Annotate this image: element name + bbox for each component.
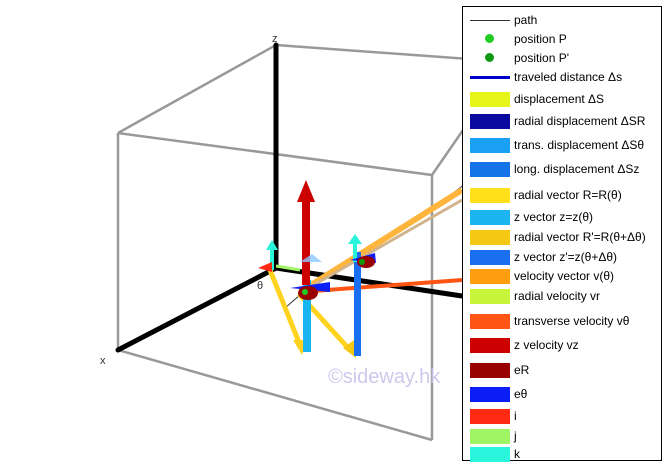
legend-label: path [514, 13, 538, 27]
legend: path position P position P' traveled distan… [462, 6, 662, 462]
legend-label: z vector z'=z(θ+Δθ) [514, 250, 618, 264]
legend-swatch [470, 188, 510, 203]
legend-label: radial vector R'=R(θ+Δθ) [514, 230, 646, 244]
legend-item: position P [463, 32, 661, 52]
legend-label: position P' [514, 51, 569, 65]
legend-swatch [470, 409, 510, 424]
legend-swatch [470, 269, 510, 284]
legend-label: transverse velocity vθ [514, 314, 630, 328]
legend-swatch [485, 53, 494, 62]
legend-swatch [470, 138, 510, 153]
legend-swatch [485, 34, 494, 43]
axis-label-x: x [100, 355, 106, 367]
legend-label: z velocity vz [514, 338, 579, 352]
legend-label: eθ [514, 387, 528, 401]
velocity-vector [298, 187, 464, 295]
watermark-text: ©sideway.hk [328, 366, 441, 388]
legend-swatch [470, 162, 510, 177]
unit-vector-k [266, 234, 362, 270]
legend-swatch [470, 447, 510, 462]
unit-vector-e-r [298, 256, 375, 300]
legend-swatch [470, 114, 510, 129]
legend-item: z velocity vz [463, 338, 661, 358]
z-vector [303, 252, 361, 356]
legend-label: long. displacement ΔSz [514, 162, 640, 176]
legend-item: radial displacement ΔSR [463, 114, 661, 134]
legend-item: trans. displacement ΔSθ [463, 138, 661, 158]
legend-label: eR [514, 363, 530, 377]
legend-swatch [470, 20, 510, 21]
legend-item: position P' [463, 51, 661, 71]
legend-item: velocity vector v(θ) [463, 269, 661, 289]
legend-item: transverse velocity vθ [463, 314, 661, 334]
legend-swatch [470, 387, 510, 402]
z-velocity-vector [297, 180, 315, 285]
legend-item: z vector z=z(θ) [463, 210, 661, 230]
legend-label: radial vector R=R(θ) [514, 188, 622, 202]
bounding-box [116, 43, 512, 442]
position-p-prime-dot [359, 259, 365, 265]
legend-swatch [470, 76, 510, 79]
legend-item: i [463, 409, 661, 429]
legend-label: displacement ΔS [514, 92, 605, 106]
legend-item: displacement ΔS [463, 92, 661, 112]
legend-swatch [470, 210, 510, 225]
legend-item: k [463, 447, 661, 467]
legend-label: radial displacement ΔSR [514, 114, 646, 128]
legend-swatch [470, 429, 510, 444]
position-p-dot [302, 289, 308, 295]
legend-item: radial vector R'=R(θ+Δθ) [463, 230, 661, 250]
legend-label: position P [514, 32, 567, 46]
angle-label-theta: θ [257, 280, 263, 292]
legend-swatch [470, 289, 510, 304]
legend-item: j [463, 429, 661, 449]
radial-vector-prime-head [343, 340, 356, 358]
legend-swatch [470, 250, 510, 265]
legend-item: eR [463, 363, 661, 383]
unit-vector-j [275, 264, 301, 272]
legend-item: traveled distance Δs [463, 70, 661, 90]
legend-item: radial velocity vr [463, 289, 661, 309]
legend-swatch [470, 338, 510, 353]
legend-item: radial vector R=R(θ) [463, 188, 661, 208]
trans-displacement-arrow [300, 254, 322, 262]
legend-swatch [470, 230, 510, 245]
legend-label: j [514, 429, 517, 443]
legend-label: i [514, 409, 517, 423]
legend-label: trans. displacement ΔSθ [514, 138, 645, 152]
legend-label: radial velocity vr [514, 289, 601, 303]
legend-label: traveled distance Δs [514, 70, 623, 84]
axis-label-z: z [272, 33, 278, 45]
unit-vector-i [258, 262, 272, 272]
legend-swatch [470, 314, 510, 329]
legend-item: eθ [463, 387, 661, 407]
legend-swatch [470, 363, 510, 378]
legend-item: path [463, 13, 661, 33]
legend-item: z vector z'=z(θ+Δθ) [463, 250, 661, 270]
legend-label: z vector z=z(θ) [514, 210, 594, 224]
legend-label: k [514, 447, 520, 461]
legend-item: long. displacement ΔSz [463, 162, 661, 182]
legend-label: velocity vector v(θ) [514, 269, 615, 283]
legend-swatch [470, 92, 510, 107]
